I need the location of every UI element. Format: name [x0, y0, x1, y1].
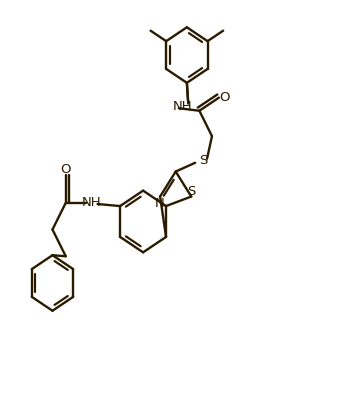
Text: N: N — [155, 196, 165, 209]
Text: O: O — [60, 163, 70, 176]
Text: S: S — [187, 185, 196, 198]
Text: O: O — [220, 91, 230, 104]
Text: NH: NH — [173, 100, 193, 113]
Text: NH: NH — [82, 196, 101, 209]
Text: S: S — [199, 154, 207, 167]
